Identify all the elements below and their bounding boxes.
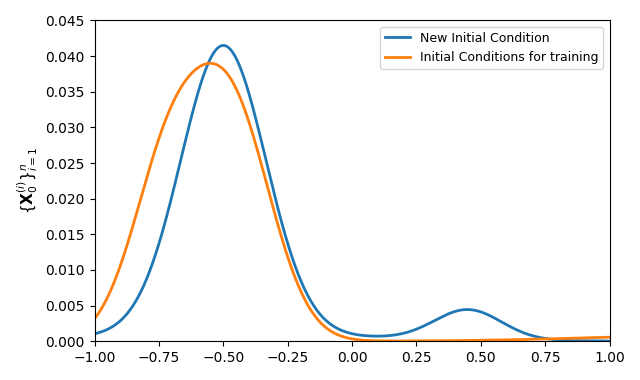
New Initial Condition [180, 145, 188, 149]
New Initial Condition [540, 336, 548, 340]
New Initial Condition [150, 259, 157, 263]
Initial Conditions for training [392, 339, 400, 343]
New Initial Condition [311, 305, 319, 309]
Initial Conditions for training [180, 81, 188, 85]
Initial Conditions for training [206, 61, 214, 66]
Initial Conditions for training [311, 313, 319, 318]
Initial Conditions for training [596, 335, 604, 340]
Initial Conditions for training [150, 154, 157, 158]
New Initial Condition [596, 339, 604, 343]
New Initial Condition [220, 43, 227, 48]
New Initial Condition [91, 331, 99, 336]
Initial Conditions for training [541, 337, 548, 341]
New Initial Condition [289, 255, 296, 260]
Legend: New Initial Condition, Initial Conditions for training: New Initial Condition, Initial Condition… [380, 27, 604, 69]
Initial Conditions for training [606, 335, 614, 339]
New Initial Condition [606, 339, 614, 343]
Initial Conditions for training [289, 268, 296, 272]
Line: New Initial Condition: New Initial Condition [95, 46, 610, 341]
Initial Conditions for training [91, 317, 99, 321]
Line: Initial Conditions for training: Initial Conditions for training [95, 63, 610, 341]
Y-axis label: $\{\mathbf{X}_0^{(i)}\}_{i=1}^n$: $\{\mathbf{X}_0^{(i)}\}_{i=1}^n$ [15, 147, 40, 214]
